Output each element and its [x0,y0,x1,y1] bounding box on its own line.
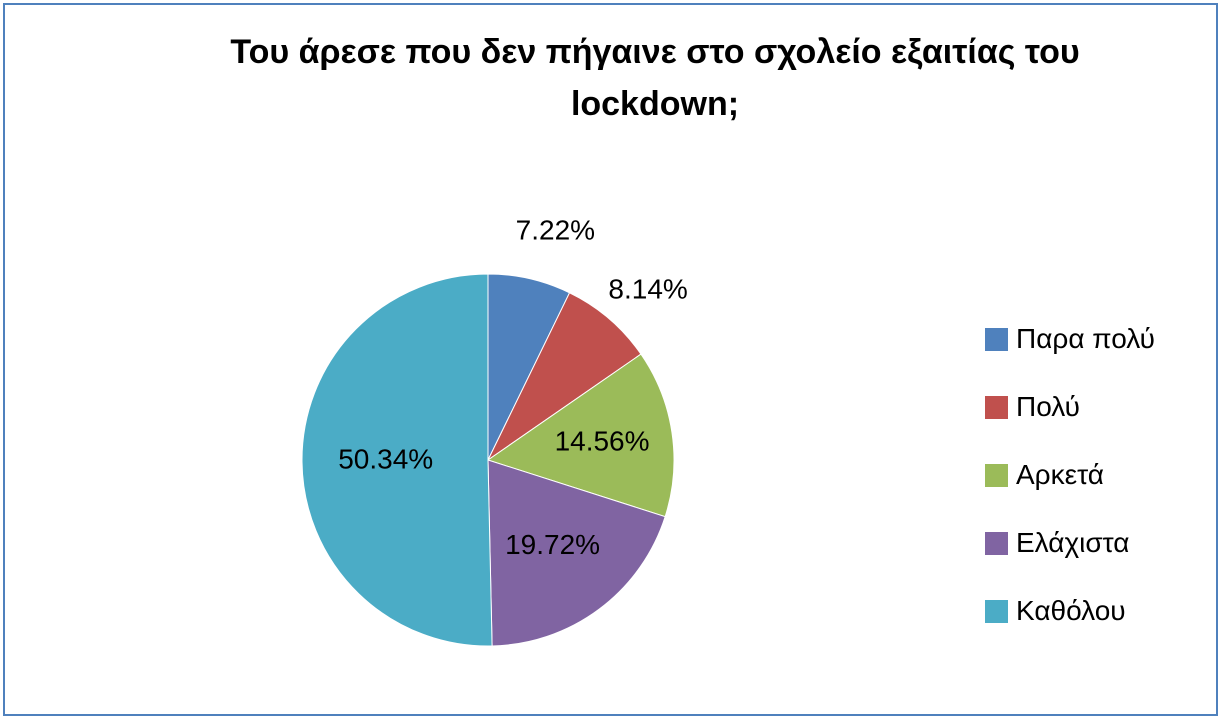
legend-item-poly: Πολύ [985,373,1210,441]
data-label-arketa: 14.56% [555,425,650,456]
data-label-poly: 8.14% [608,274,687,305]
legend-item-arketa: Αρκετά [985,441,1210,509]
legend-swatch [985,531,1008,555]
legend-item-elaxista: Ελάχιστα [985,509,1210,577]
legend-label: Παρα πολύ [1016,323,1155,354]
legend-item-para-poly: Παρα πολύ [985,305,1210,373]
legend-item-katholou: Καθόλου [985,577,1210,645]
pie-slice-arketa [486,353,675,518]
chart-title: Του άρεσε που δεν πήγαινε στο σχολείο εξ… [230,33,1080,123]
legend: Παρα πολύ Πολύ Αρκετά Ελάχιστα Καθόλου [985,305,1210,645]
legend-swatch [985,599,1008,623]
legend-swatch [985,463,1008,487]
legend-label: Πολύ [1016,391,1080,422]
legend-label: Αρκετά [1016,459,1104,490]
data-label-para-poly: 7.22% [516,215,595,246]
data-label-katholou: 50.34% [338,444,433,475]
data-label-elaxista: 19.72% [505,529,600,560]
pie-slice-katholou [301,273,493,647]
legend-swatch [985,327,1008,351]
pie-slice-poly [486,292,642,462]
legend-swatch [985,395,1008,419]
legend-label: Καθόλου [1016,595,1126,626]
legend-label: Ελάχιστα [1016,527,1130,558]
pie-slice-elaxista [487,459,666,647]
